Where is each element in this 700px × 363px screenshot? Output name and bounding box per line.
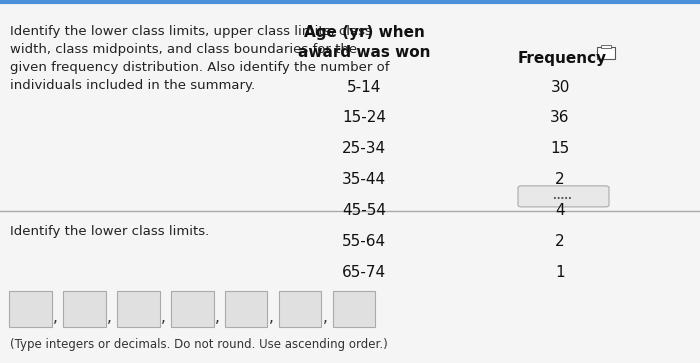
Text: 15-24: 15-24 bbox=[342, 110, 386, 126]
FancyBboxPatch shape bbox=[171, 291, 213, 327]
Text: ,: , bbox=[53, 310, 58, 325]
Text: ,: , bbox=[269, 310, 274, 325]
Text: 45-54: 45-54 bbox=[342, 203, 386, 218]
FancyBboxPatch shape bbox=[279, 291, 321, 327]
Text: ,: , bbox=[107, 310, 112, 325]
FancyBboxPatch shape bbox=[601, 45, 611, 48]
Text: 25-34: 25-34 bbox=[342, 141, 386, 156]
Text: 2: 2 bbox=[555, 172, 565, 187]
Text: Frequency: Frequency bbox=[518, 51, 607, 66]
Text: Identify the lower class limits.: Identify the lower class limits. bbox=[10, 225, 210, 238]
Text: Age (yr) when
award was won: Age (yr) when award was won bbox=[298, 25, 430, 60]
Text: 65-74: 65-74 bbox=[342, 265, 386, 280]
Text: 36: 36 bbox=[550, 110, 570, 126]
FancyBboxPatch shape bbox=[63, 291, 106, 327]
FancyBboxPatch shape bbox=[9, 291, 52, 327]
Text: 1: 1 bbox=[555, 265, 565, 280]
Text: ,: , bbox=[215, 310, 220, 325]
Text: 2: 2 bbox=[555, 234, 565, 249]
Text: 4: 4 bbox=[555, 203, 565, 218]
FancyBboxPatch shape bbox=[0, 211, 700, 363]
Text: Identify the lower class limits, upper class limits, class
width, class midpoint: Identify the lower class limits, upper c… bbox=[10, 25, 390, 93]
FancyBboxPatch shape bbox=[117, 291, 160, 327]
Text: 55-64: 55-64 bbox=[342, 234, 386, 249]
Text: 15: 15 bbox=[550, 141, 570, 156]
Text: ,: , bbox=[161, 310, 166, 325]
FancyBboxPatch shape bbox=[0, 0, 700, 211]
Text: 5-14: 5-14 bbox=[346, 79, 382, 95]
FancyBboxPatch shape bbox=[225, 291, 267, 327]
Text: ,: , bbox=[323, 310, 328, 325]
Text: 35-44: 35-44 bbox=[342, 172, 386, 187]
Text: (Type integers or decimals. Do not round. Use ascending order.): (Type integers or decimals. Do not round… bbox=[10, 338, 388, 351]
FancyBboxPatch shape bbox=[518, 186, 609, 207]
Text: 30: 30 bbox=[550, 79, 570, 95]
FancyBboxPatch shape bbox=[332, 291, 375, 327]
Text: .....: ..... bbox=[553, 191, 571, 201]
FancyBboxPatch shape bbox=[597, 47, 615, 59]
